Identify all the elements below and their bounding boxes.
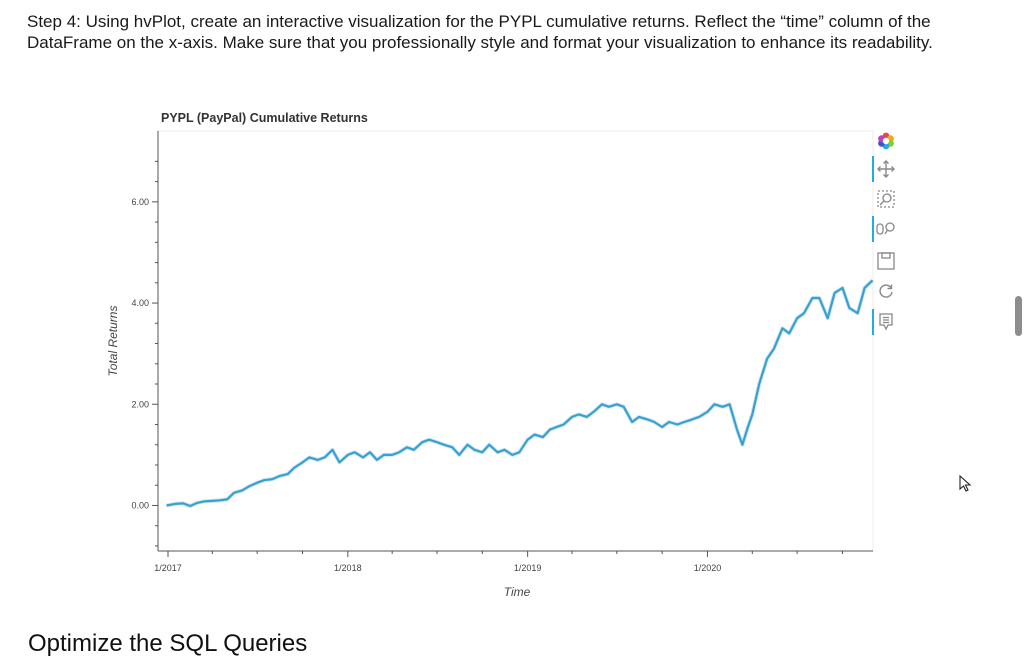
wheel-zoom-icon[interactable]	[872, 216, 900, 242]
y-tick-label: 4.00	[131, 298, 149, 308]
x-tick-label: 1/2019	[514, 563, 542, 573]
pan-icon[interactable]	[872, 156, 900, 182]
scrollbar-thumb[interactable]	[1015, 296, 1022, 336]
bokeh-logo-icon[interactable]	[872, 128, 900, 154]
hover-icon[interactable]	[872, 309, 900, 335]
x-tick-label: 1/2017	[154, 563, 182, 573]
chart-axes: 0.00 2.00 4.00 6.00 1/2017 1/2018 1/2019 1/2020	[131, 131, 873, 573]
step-instructions: Step 4: Using hvPlot, create an interact…	[27, 12, 933, 52]
y-tick-label: 2.00	[131, 399, 149, 409]
section-heading: Optimize the SQL Queries	[28, 630, 308, 657]
mouse-cursor-icon	[959, 475, 972, 492]
chart-title: PYPL (PayPal) Cumulative Returns	[161, 111, 368, 125]
y-tick-label: 0.00	[131, 500, 149, 510]
x-axis-label: Time	[504, 585, 531, 599]
box-zoom-icon[interactable]	[872, 186, 900, 212]
plot-toolbar	[872, 128, 900, 343]
reset-icon[interactable]	[872, 278, 900, 304]
x-tick-label: 1/2020	[694, 563, 722, 573]
save-icon[interactable]	[872, 248, 900, 274]
plot-area	[157, 130, 874, 552]
y-tick-label: 6.00	[131, 197, 149, 207]
returns-line	[166, 279, 874, 508]
y-axis-label: Total Returns	[106, 306, 120, 377]
x-tick-label: 1/2018	[334, 563, 362, 573]
